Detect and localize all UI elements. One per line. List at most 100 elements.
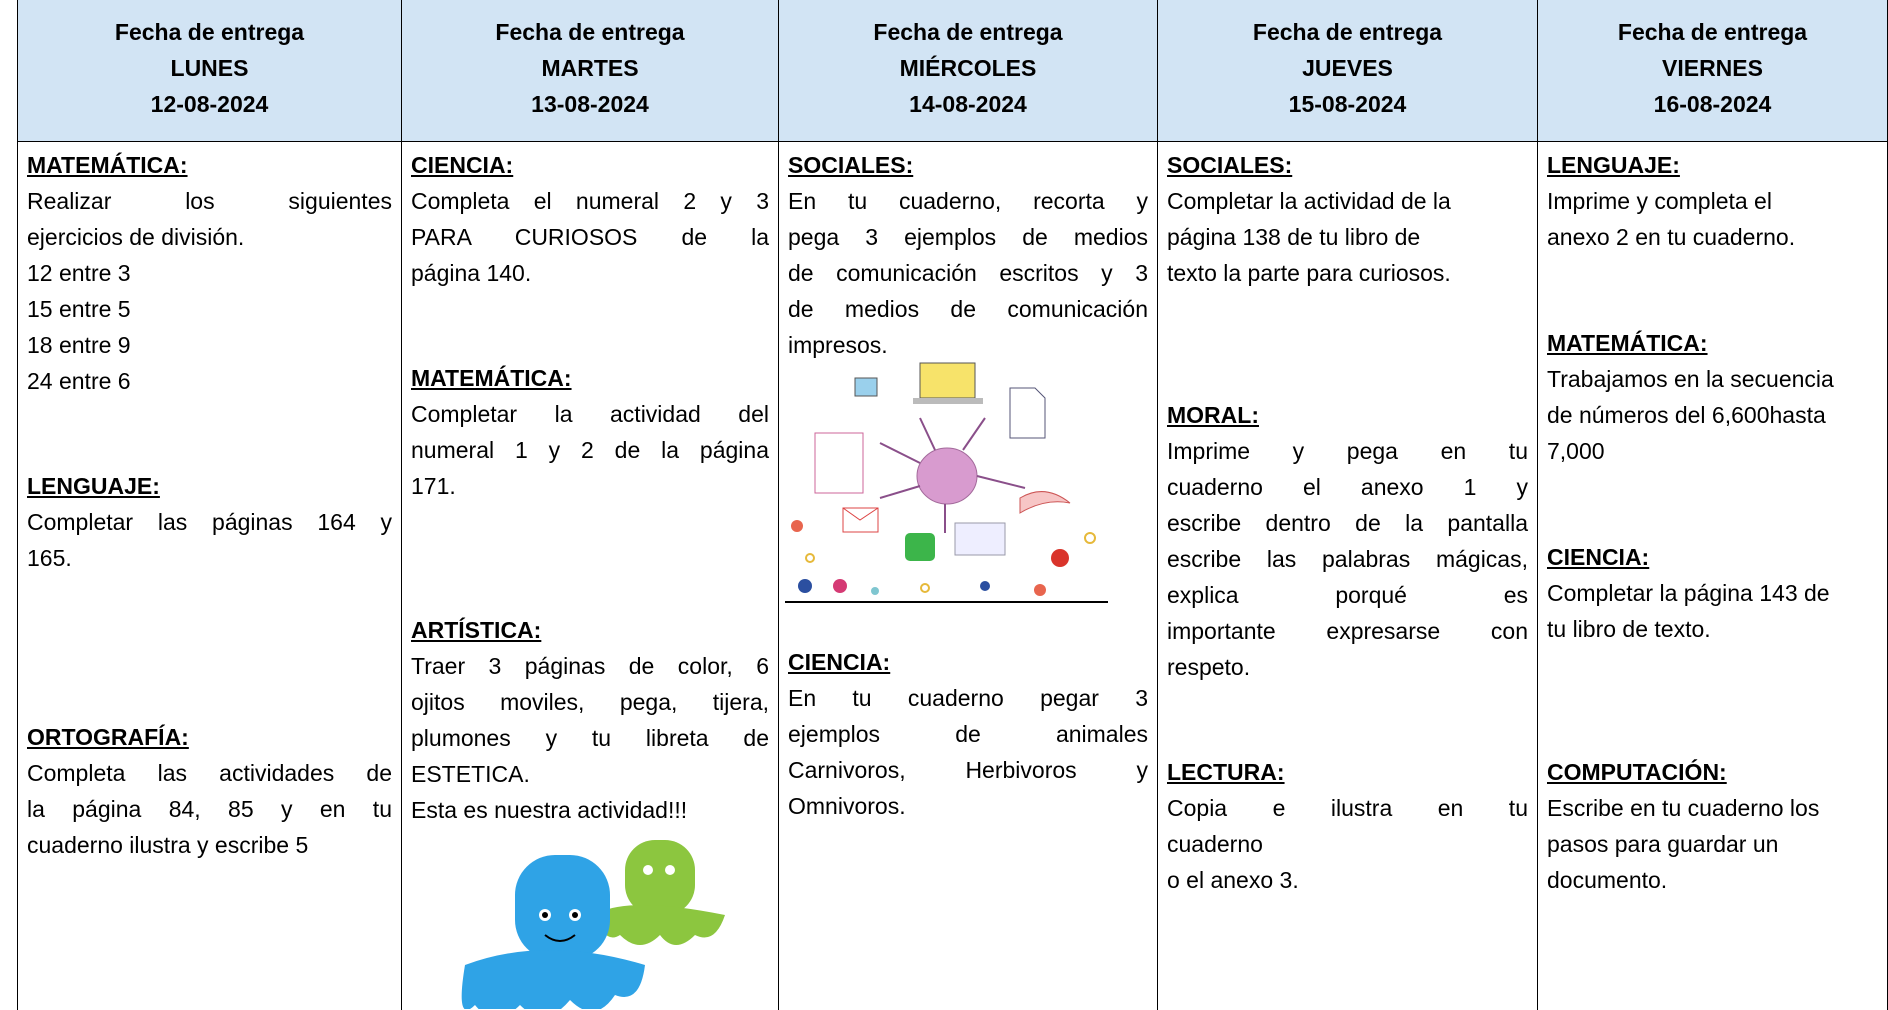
text-line: 24 entre 6 (27, 368, 131, 394)
section: COMPUTACIÓN: Escribe en tu cuaderno los pa… (1547, 754, 1878, 898)
text-line: cuaderno (1167, 831, 1263, 857)
header-cell: Fecha de entrega JUEVES 15-08-2024 (1158, 0, 1538, 142)
octopus-image (461, 840, 725, 1009)
header-cell: Fecha de entrega VIERNES 16-08-2024 (1538, 0, 1888, 142)
section: CIENCIA: En tu cuaderno pegar 3 ejemplos d… (788, 644, 1148, 824)
section-title: MATEMÁTICA: (27, 152, 188, 178)
header-label: Fecha de entrega (495, 19, 685, 45)
section: LENGUAJE: Imprime y completa el anexo 2 en… (1547, 147, 1878, 255)
header-cell: Fecha de entrega MIÉRCOLES 14-08-2024 (779, 0, 1158, 142)
header-date: 12-08-2024 (150, 91, 269, 117)
header-day: LUNES (170, 55, 249, 81)
text-line: cuaderno ilustra y escribe 5 (27, 832, 309, 858)
body-cell: MATEMÁTICA: Realizar los siguientes ejerci… (17, 142, 402, 1010)
text-line: Realizar los siguientes (27, 188, 392, 214)
header-label: Fecha de entrega (1252, 19, 1443, 45)
text-line: Completa el numeral 2 y 3 (411, 188, 769, 214)
text-line: En tu cuaderno pegar 3 (788, 685, 1148, 711)
text-line: pega 3 ejemplos de medios (788, 224, 1148, 250)
text-line: Completar la actividad de la (1167, 188, 1451, 214)
header-day: JUEVES (1302, 55, 1393, 81)
text-line: respeto. (1167, 654, 1251, 680)
section-title: LENGUAJE: (27, 473, 160, 499)
text-line: PARA CURIOSOS de la (411, 224, 769, 250)
text-line: numeral 1 y 2 de la página (411, 437, 769, 463)
section-title: LECTURA: (1167, 759, 1285, 785)
header-date: 13-08-2024 (531, 91, 649, 117)
section: MORAL: Imprime y pega en tu cuaderno el an… (1167, 397, 1528, 685)
text-line: página 140. (411, 260, 532, 286)
header-date: 14-08-2024 (909, 91, 1027, 117)
text-line: explica porqué es (1167, 582, 1528, 608)
text-line: Imprime y completa el (1547, 188, 1772, 214)
section: CIENCIA: Completar la página 143 de tu lib… (1547, 539, 1878, 647)
section-title: CIENCIA: (1547, 544, 1650, 570)
section: LENGUAJE: Completar las páginas 164 y 165. (27, 468, 392, 576)
text-line: Completa las actividades de (27, 760, 392, 786)
section-title: SOCIALES: (1167, 152, 1293, 178)
text-line: importante expresarse con (1167, 618, 1528, 644)
text-line: Carnivoros, Herbivoros y (788, 757, 1148, 783)
body-cell: SOCIALES: En tu cuaderno, recorta y pega 3… (779, 142, 1158, 1010)
text-line: plumones y tu libreta de (411, 725, 769, 751)
media-illustration (785, 362, 1108, 603)
text-line: ESTETICA. (411, 761, 530, 787)
text-line: 12 entre 3 (27, 260, 131, 286)
text-line: ejemplos de animales (788, 721, 1148, 747)
text-line: documento. (1547, 867, 1668, 893)
section-title: SOCIALES: (788, 152, 914, 178)
text-line: de números del 6,600hasta (1547, 402, 1826, 428)
text-line: página 138 de tu libro de (1167, 224, 1421, 250)
text-line: texto la parte para curiosos. (1167, 260, 1451, 286)
section: ORTOGRAFÍA: Completa las actividades de la… (27, 719, 392, 863)
text-line: escribe las palabras mágicas, (1167, 546, 1528, 572)
section: SOCIALES: Completar la actividad de la pág… (1167, 147, 1528, 291)
text-line: Omnivoros. (788, 793, 906, 819)
body-cell: CIENCIA: Completa el numeral 2 y 3 PARA CU… (402, 142, 779, 1010)
header-date: 15-08-2024 (1288, 91, 1407, 117)
text-line: o el anexo 3. (1167, 867, 1299, 893)
section-title: CIENCIA: (411, 152, 514, 178)
section-title: CIENCIA: (788, 649, 891, 675)
text-line: Copia e ilustra en tu (1167, 795, 1528, 821)
text-line: 165. (27, 545, 72, 571)
body-cell: SOCIALES: Completar la actividad de la pág… (1158, 142, 1538, 1010)
text-line: Escribe en tu cuaderno los (1547, 795, 1820, 821)
text-line: 18 entre 9 (27, 332, 131, 358)
text-line: 7,000 (1547, 438, 1605, 464)
text-line: 15 entre 5 (27, 296, 131, 322)
header-label: Fecha de entrega (114, 19, 305, 45)
section: SOCIALES: En tu cuaderno, recorta y pega 3… (788, 147, 1148, 363)
text-line: escribe dentro de la pantalla (1167, 510, 1528, 536)
text-line: Completar la página 143 de (1547, 580, 1830, 606)
section-title: MATEMÁTICA: (1547, 330, 1708, 356)
text-line: impresos. (788, 332, 888, 358)
section-title: ORTOGRAFÍA: (27, 724, 189, 750)
section-title: LENGUAJE: (1547, 152, 1680, 178)
section: LECTURA: Copia e ilustra en tu cuaderno o e… (1167, 754, 1528, 898)
text-line: tu libro de texto. (1547, 616, 1711, 642)
text-line: 171. (411, 473, 456, 499)
text-line: Traer 3 páginas de color, 6 (411, 653, 769, 679)
section: ARTÍSTICA: Traer 3 páginas de color, 6 oji… (411, 612, 769, 828)
text-line: anexo 2 en tu cuaderno. (1547, 224, 1796, 250)
section-title: COMPUTACIÓN: (1547, 759, 1727, 785)
header-cell: Fecha de entrega LUNES 12-08-2024 (17, 0, 402, 142)
text-line: la página 84, 85 y en tu (27, 796, 392, 822)
section: MATEMÁTICA: Realizar los siguientes ejerci… (27, 147, 392, 399)
text-line: de medios de comunicación (788, 296, 1148, 322)
text-line: cuaderno el anexo 1 y (1167, 474, 1528, 500)
body-cell: LENGUAJE: Imprime y completa el anexo 2 en… (1538, 142, 1888, 1010)
text-line: Esta es nuestra actividad!!! (411, 797, 688, 823)
text-line: Completar las páginas 164 y (27, 509, 392, 535)
header-cell: Fecha de entrega MARTES 13-08-2024 (402, 0, 779, 142)
text-line: Trabajamos en la secuencia (1547, 366, 1834, 392)
header-label: Fecha de entrega (873, 19, 1063, 45)
section-title: MORAL: (1167, 402, 1259, 428)
section-title: ARTÍSTICA: (411, 617, 542, 643)
text-line: Completar la actividad del (411, 401, 769, 427)
header-label: Fecha de entrega (1617, 19, 1808, 45)
header-day: MIÉRCOLES (899, 55, 1037, 81)
text-line: En tu cuaderno, recorta y (788, 188, 1148, 214)
